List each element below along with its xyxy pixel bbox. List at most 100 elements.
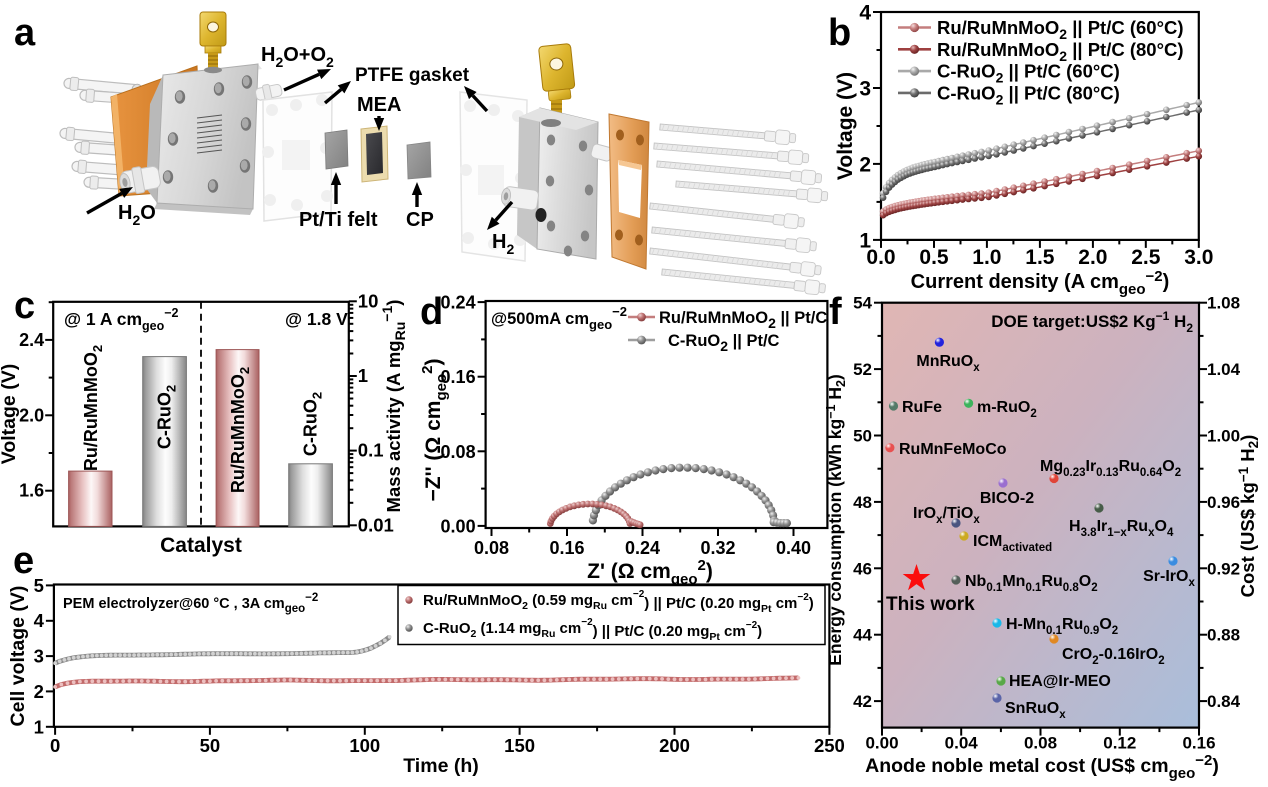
svg-text:1.04: 1.04 <box>1207 360 1241 379</box>
svg-text:H2O+O2: H2O+O2 <box>261 44 334 70</box>
svg-text:H2O: H2O <box>118 202 156 228</box>
svg-text:Pt/Ti felt: Pt/Ti felt <box>299 209 378 231</box>
svg-text:3: 3 <box>859 78 871 101</box>
svg-text:Nb0.1Mn0.1Ru0.8O2: Nb0.1Mn0.1Ru0.8O2 <box>965 573 1098 594</box>
svg-text:2.0: 2.0 <box>1078 246 1107 269</box>
svg-text:44: 44 <box>853 626 872 645</box>
svg-text:MEA: MEA <box>357 94 401 116</box>
svg-text:0.01: 0.01 <box>358 514 394 535</box>
svg-text:0.24: 0.24 <box>441 293 476 313</box>
svg-text:42: 42 <box>853 692 872 711</box>
svg-text:HEA@Ir-MEO: HEA@Ir-MEO <box>1009 673 1111 690</box>
svg-text:Mass activity (A mgRu−1): Mass activity (A mgRu−1) <box>379 300 408 513</box>
svg-text:PTFE gasket: PTFE gasket <box>355 65 470 86</box>
svg-text:2: 2 <box>859 153 871 176</box>
svg-text:Current density (A cmgeo−2): Current density (A cmgeo−2) <box>911 268 1170 298</box>
svg-text:1.0: 1.0 <box>972 246 1001 269</box>
svg-text:Anode noble metal cost (US$ cm: Anode noble metal cost (US$ cmgeo−2) <box>865 752 1219 782</box>
svg-text:0.16: 0.16 <box>441 367 476 387</box>
svg-text:Ru/RuMnMoO2: Ru/RuMnMoO2 <box>81 345 105 471</box>
svg-text:200: 200 <box>659 735 690 756</box>
svg-text:0.00: 0.00 <box>865 734 898 753</box>
svg-text:1.5: 1.5 <box>1025 246 1055 269</box>
svg-text:2.5: 2.5 <box>1131 246 1161 269</box>
svg-text:0.12: 0.12 <box>1103 734 1136 753</box>
svg-text:MnRuOx: MnRuOx <box>916 353 980 374</box>
svg-text:d: d <box>420 291 443 333</box>
svg-text:RuFe: RuFe <box>902 399 942 416</box>
svg-text:Ru/RuMnMoO2 || Pt/C (80°C): Ru/RuMnMoO2 || Pt/C (80°C) <box>937 39 1184 64</box>
svg-text:Voltage (V): Voltage (V) <box>834 72 857 180</box>
svg-text:e: e <box>13 540 34 582</box>
svg-text:Time (h): Time (h) <box>403 755 478 777</box>
svg-text:0.08: 0.08 <box>1024 734 1057 753</box>
svg-text:RuMnFeMoCo: RuMnFeMoCo <box>899 441 1007 458</box>
svg-text:This work: This work <box>886 594 975 615</box>
svg-text:48: 48 <box>853 493 872 512</box>
svg-text:3.0: 3.0 <box>1184 246 1213 269</box>
svg-text:46: 46 <box>853 559 872 578</box>
svg-text:50: 50 <box>853 427 872 446</box>
svg-text:54: 54 <box>853 294 872 313</box>
svg-text:Voltage (V): Voltage (V) <box>0 364 20 464</box>
svg-text:C-RuO2: C-RuO2 <box>301 392 325 456</box>
svg-text:1.6: 1.6 <box>19 481 44 501</box>
svg-text:0.00: 0.00 <box>441 516 476 536</box>
svg-text:0.08: 0.08 <box>441 442 476 462</box>
svg-text:0.24: 0.24 <box>625 538 660 558</box>
svg-text:0.08: 0.08 <box>474 538 509 558</box>
svg-text:0.40: 0.40 <box>776 538 811 558</box>
svg-text:0.32: 0.32 <box>700 538 735 558</box>
svg-text:C-RuO2 || Pt/C: C-RuO2 || Pt/C <box>668 332 780 354</box>
svg-text:@ 1 A cmgeo−2: @ 1 A cmgeo−2 <box>64 306 179 333</box>
svg-text:5: 5 <box>34 575 44 596</box>
svg-text:1: 1 <box>358 365 368 386</box>
svg-text:a: a <box>14 12 36 54</box>
svg-text:@ 1.8 V: @ 1.8 V <box>285 309 348 329</box>
svg-text:1.08: 1.08 <box>1207 294 1240 313</box>
svg-text:C-RuO2 || Pt/C (80°C): C-RuO2 || Pt/C (80°C) <box>937 82 1120 107</box>
svg-text:0.0: 0.0 <box>866 246 895 269</box>
svg-text:150: 150 <box>504 735 535 756</box>
svg-text:c: c <box>14 285 35 327</box>
svg-text:b: b <box>828 12 851 54</box>
svg-text:0.96: 0.96 <box>1207 493 1240 512</box>
svg-text:3: 3 <box>34 646 44 667</box>
svg-text:Ru/RuMnMoO2 || Pt/C: Ru/RuMnMoO2 || Pt/C <box>659 309 827 331</box>
svg-text:0.16: 0.16 <box>549 538 584 558</box>
svg-text:0.1: 0.1 <box>358 440 384 461</box>
svg-text:50: 50 <box>200 735 221 756</box>
svg-text:100: 100 <box>349 735 380 756</box>
svg-text:C-RuO2 || Pt/C (60°C): C-RuO2 || Pt/C (60°C) <box>937 61 1120 86</box>
svg-text:−Z'' (Ω cmgeo2): −Z'' (Ω cmgeo2) <box>419 359 450 502</box>
svg-text:Cost (US$ kg−1 H2): Cost (US$ kg−1 H2) <box>1236 435 1261 598</box>
svg-text:@500mA cmgeo−2: @500mA cmgeo−2 <box>491 304 627 332</box>
svg-text:0: 0 <box>50 735 60 756</box>
svg-text:CP: CP <box>406 209 434 231</box>
svg-text:Z' (Ω cmgeo2): Z' (Ω cmgeo2) <box>587 557 713 588</box>
svg-text:f: f <box>829 291 842 333</box>
svg-text:PEM electrolyzer@60 °C , 3A c: PEM electrolyzer@60 °C , 3A cmgeo−2 <box>63 592 318 615</box>
svg-text:10: 10 <box>358 290 379 311</box>
svg-text:BICO-2: BICO-2 <box>980 490 1034 507</box>
svg-text:0.04: 0.04 <box>945 734 979 753</box>
svg-text:Catalyst: Catalyst <box>160 534 242 557</box>
svg-text:0.5: 0.5 <box>919 246 949 269</box>
svg-text:1.00: 1.00 <box>1207 427 1240 446</box>
svg-text:Sr-IrOx: Sr-IrOx <box>1143 568 1195 589</box>
svg-text:2.0: 2.0 <box>19 405 44 425</box>
svg-text:0.88: 0.88 <box>1207 626 1240 645</box>
svg-text:0.92: 0.92 <box>1207 559 1240 578</box>
svg-text:4: 4 <box>34 610 45 631</box>
svg-text:Energy consumption (kWh kg−1 H: Energy consumption (kWh kg−1 H2) <box>824 374 848 666</box>
svg-text:m-RuO2: m-RuO2 <box>977 399 1037 420</box>
svg-text:0.16: 0.16 <box>1182 734 1215 753</box>
svg-text:Cell voltage (V): Cell voltage (V) <box>7 586 29 727</box>
svg-text:2: 2 <box>34 681 44 702</box>
svg-text:SnRuOx: SnRuOx <box>1005 700 1066 721</box>
svg-text:250: 250 <box>814 735 845 756</box>
svg-text:0.84: 0.84 <box>1207 692 1241 711</box>
svg-text:CrO2-0.16IrO2: CrO2-0.16IrO2 <box>1062 646 1165 667</box>
svg-text:52: 52 <box>853 360 872 379</box>
svg-text:1: 1 <box>859 229 871 252</box>
